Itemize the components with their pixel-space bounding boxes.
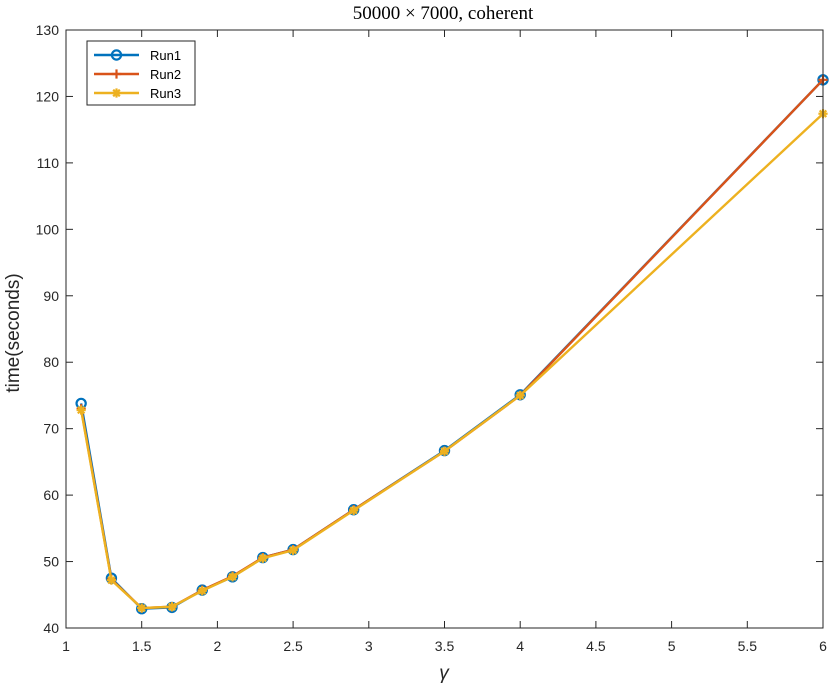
y-tick-label: 70	[43, 421, 59, 437]
legend-marker-run1	[110, 49, 123, 61]
y-tick-label: 60	[43, 487, 59, 503]
x-tick-label: 5	[668, 638, 676, 654]
x-tick-label: 3	[365, 638, 373, 654]
data-point-run3-7-d2	[289, 546, 298, 555]
y-tick-label: 130	[36, 22, 60, 38]
y-tick-label: 40	[43, 620, 59, 636]
data-point-run3-4	[197, 586, 207, 596]
y-tick-label: 80	[43, 354, 59, 370]
y-tick-label: 120	[36, 88, 60, 104]
y-tick-label: 100	[36, 221, 60, 237]
data-point-run3-1-d2	[107, 576, 116, 585]
data-point-run3-8-d2	[349, 506, 358, 515]
y-tick-label: 90	[43, 288, 59, 304]
data-point-run3-9-d2	[440, 447, 449, 456]
legend-label: Run2	[150, 67, 181, 82]
y-tick-label: 50	[43, 554, 59, 570]
data-point-run3-0-d2	[77, 405, 86, 415]
data-point-run3-3-d2	[167, 602, 177, 611]
data-point-run3-5	[227, 572, 238, 582]
data-point-run3-6-d2	[258, 554, 267, 563]
legend-label: Run3	[150, 86, 181, 101]
legend: Run1 Run2 Run3	[86, 40, 196, 106]
x-axis: 1 1.5 2 2.5 3 3.5 4 4.5 5 5.5 6	[62, 30, 827, 654]
x-tick-label: 5.5	[738, 638, 758, 654]
x-tick-label: 2.5	[283, 638, 303, 654]
legend-marker-run3	[111, 88, 122, 98]
plot-area	[66, 30, 823, 628]
data-point-run3-7	[288, 545, 298, 555]
data-point-run3-3	[167, 602, 177, 612]
data-point-run3-2-d2	[137, 603, 146, 613]
data-point-run3-0	[76, 405, 86, 415]
data-point-run3-5-d2	[228, 572, 237, 581]
data-point-run3-6	[258, 553, 268, 563]
x-tick-label: 4	[516, 638, 524, 654]
x-tick-label: 1.5	[132, 638, 152, 654]
data-point-run3-10-d2	[516, 391, 525, 400]
y-tick-label: 110	[37, 155, 60, 171]
x-tick-label: 1	[62, 638, 70, 654]
data-point-run3-9	[439, 446, 450, 456]
x-tick-label: 3.5	[435, 638, 455, 654]
chart-title: 50000 × 7000, coherent	[353, 3, 534, 24]
data-point-run3-2	[137, 603, 147, 613]
legend-marker-run2	[111, 69, 122, 79]
legend-entry-run3: Run3	[94, 86, 181, 101]
x-axis-label: γ	[439, 663, 450, 684]
legend-entry-run1: Run1	[94, 48, 181, 63]
data-point-run3-1	[106, 575, 117, 585]
series-line-run3	[79, 112, 824, 610]
series-run3	[76, 109, 828, 613]
series-layer	[75, 74, 829, 615]
legend-label: Run1	[150, 48, 181, 63]
x-tick-label: 2	[214, 638, 222, 654]
data-point-run3-10	[515, 390, 525, 401]
y-axis: 40 50 60 70 80 90 100 110 120 130	[36, 22, 823, 636]
legend-entry-run2: Run2	[94, 67, 181, 82]
x-tick-label: 4.5	[586, 638, 606, 654]
legend-marker-run3-d2	[112, 88, 121, 98]
data-point-run3-8	[349, 505, 359, 515]
data-point-run3-4-d2	[198, 586, 207, 595]
x-tick-label: 6	[819, 638, 827, 654]
y-axis-label: time(seconds)	[3, 273, 24, 392]
